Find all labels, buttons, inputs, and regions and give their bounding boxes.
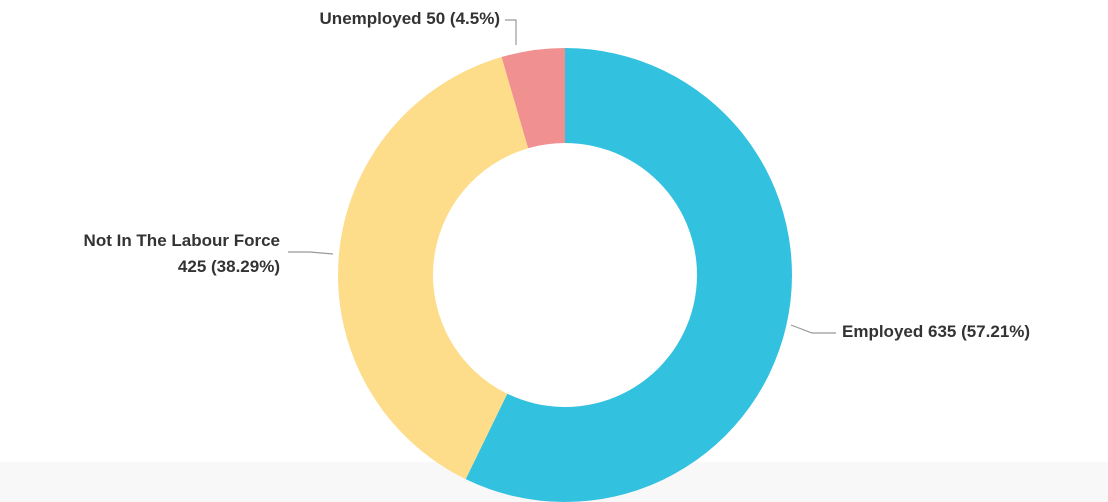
- category-label: Unemployed: [320, 9, 422, 28]
- data-label: Not In The Labour Force 425 (38.29%): [84, 231, 280, 276]
- data-label: Employed 635 (57.21%): [842, 322, 1030, 341]
- donut-slice: [465, 48, 792, 502]
- leader-line: [790, 324, 836, 334]
- value-label: 425 (38.29%): [178, 257, 280, 276]
- category-label: Employed: [842, 322, 923, 341]
- value-label: 635 (57.21%): [928, 322, 1030, 341]
- leader-line: [505, 19, 517, 45]
- donut-slice: [338, 57, 529, 480]
- category-label: Not In The Labour Force: [84, 231, 280, 250]
- donut-slice: [501, 48, 565, 149]
- data-label: Unemployed 50 (4.5%): [320, 9, 500, 28]
- value-label: 50 (4.5%): [426, 9, 500, 28]
- leader-line: [288, 251, 334, 255]
